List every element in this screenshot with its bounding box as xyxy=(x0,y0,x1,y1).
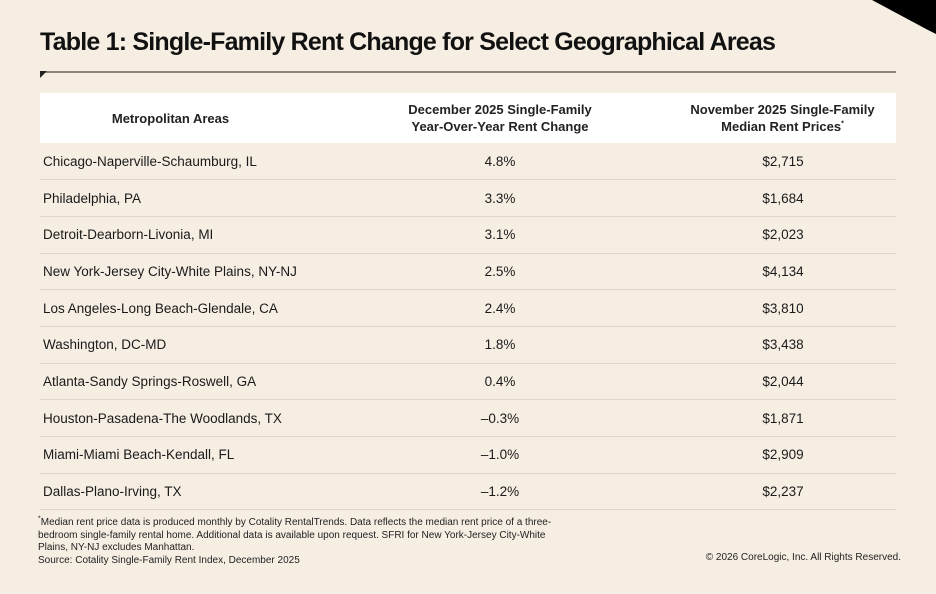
footnote-mark: * xyxy=(841,120,844,128)
header-change: December 2025 Single-Family Year-Over-Ye… xyxy=(370,93,630,143)
header-price-line1: November 2025 Single-Family xyxy=(690,102,875,117)
area-cell: Miami-Miami Beach-Kendall, FL xyxy=(43,447,235,463)
footnote: *Median rent price data is produced mont… xyxy=(38,515,558,567)
price-cell: $3,810 xyxy=(762,300,804,316)
area-cell: Detroit-Dearborn-Livonia, MI xyxy=(43,227,214,243)
table-header: Metropolitan Areas December 2025 Single-… xyxy=(40,93,896,143)
area-cell: New York-Jersey City-White Plains, NY-NJ xyxy=(43,263,297,279)
change-cell: –1.0% xyxy=(480,447,520,463)
table-row: Atlanta-Sandy Springs-Roswell, GA 0.4% $2,… xyxy=(40,363,896,400)
price-cell: $4,134 xyxy=(762,263,804,279)
table-row: New York-Jersey City-White Plains, NY-NJ… xyxy=(40,253,896,290)
area-cell: Los Angeles-Long Beach-Glendale, CA xyxy=(43,300,278,316)
change-cell: 3.1% xyxy=(484,227,516,243)
header-change-line2: Year-Over-Year Rent Change xyxy=(411,119,589,134)
change-cell: –1.2% xyxy=(480,484,520,500)
header-price-line2: Median Rent Prices xyxy=(721,119,842,134)
area-cell: Atlanta-Sandy Springs-Roswell, GA xyxy=(43,373,257,389)
corner-decoration xyxy=(872,0,936,34)
source-note: Source: Cotality Single-Family Rent Inde… xyxy=(38,554,300,566)
copyright: © 2026 CoreLogic, Inc. All Rights Reserv… xyxy=(705,552,901,563)
price-cell: $2,023 xyxy=(762,227,804,243)
area-cell: Chicago-Naperville-Schaumburg, IL xyxy=(43,153,257,169)
rent-table: Metropolitan Areas December 2025 Single-… xyxy=(40,93,896,510)
title-divider xyxy=(40,71,896,73)
price-cell: $1,871 xyxy=(762,410,804,426)
table-row: Philadelphia, PA 3.3% $1,684 xyxy=(40,180,896,217)
price-cell: $1,684 xyxy=(762,190,804,206)
change-cell: 2.5% xyxy=(484,263,516,279)
table-row: Miami-Miami Beach-Kendall, FL –1.0% $2,909 xyxy=(40,437,896,474)
table-row: Washington, DC-MD 1.8% $3,438 xyxy=(40,326,896,364)
change-cell: 1.8% xyxy=(484,337,516,353)
price-cell: $2,715 xyxy=(762,153,804,169)
area-cell: Philadelphia, PA xyxy=(43,190,142,206)
change-cell: –0.3% xyxy=(480,410,520,426)
footnote-mark: * xyxy=(38,515,41,523)
price-cell: $2,237 xyxy=(762,484,804,500)
change-cell: 4.8% xyxy=(484,153,516,169)
area-cell: Houston-Pasadena-The Woodlands, TX xyxy=(43,410,282,426)
change-cell: 0.4% xyxy=(484,373,516,389)
area-cell: Dallas-Plano-Irving, TX xyxy=(43,484,182,500)
table-row: Houston-Pasadena-The Woodlands, TX –0.3% $… xyxy=(40,400,896,437)
change-cell: 3.3% xyxy=(484,190,516,206)
price-cell: $2,909 xyxy=(762,447,804,463)
header-price: November 2025 Single-Family Median Rent … xyxy=(630,93,896,143)
header-area: Metropolitan Areas xyxy=(111,110,230,126)
area-cell: Washington, DC-MD xyxy=(43,337,167,353)
header-change-line1: December 2025 Single-Family xyxy=(408,102,592,117)
divider-marker xyxy=(40,71,47,78)
page-title: Table 1: Single-Family Rent Change for S… xyxy=(40,28,776,56)
table-row: Los Angeles-Long Beach-Glendale, CA 2.4% $… xyxy=(40,290,896,327)
price-cell: $3,438 xyxy=(762,337,804,353)
table-row: Detroit-Dearborn-Livonia, MI 3.1% $2,023 xyxy=(40,216,896,254)
price-cell: $2,044 xyxy=(762,373,804,389)
change-cell: 2.4% xyxy=(484,300,516,316)
table-row: Dallas-Plano-Irving, TX –1.2% $2,237 xyxy=(40,473,896,510)
table-row: Chicago-Naperville-Schaumburg, IL 4.8% $2,… xyxy=(40,143,896,180)
footnote-text: Median rent price data is produced month… xyxy=(38,517,552,553)
